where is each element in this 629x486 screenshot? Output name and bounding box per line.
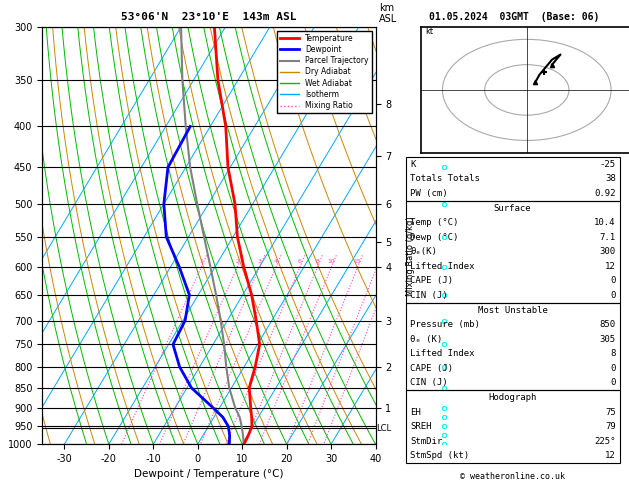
Text: Hodograph: Hodograph <box>489 393 537 402</box>
Text: 8: 8 <box>316 259 320 264</box>
Text: θₑ (K): θₑ (K) <box>410 335 442 344</box>
Text: SREH: SREH <box>410 422 431 431</box>
Text: Most Unstable: Most Unstable <box>477 306 548 314</box>
Text: 38: 38 <box>605 174 616 183</box>
Text: Mixing Ratio (g/kg): Mixing Ratio (g/kg) <box>406 217 415 296</box>
X-axis label: Dewpoint / Temperature (°C): Dewpoint / Temperature (°C) <box>134 469 284 480</box>
Text: km
ASL: km ASL <box>379 3 397 24</box>
Text: Lifted Index: Lifted Index <box>410 262 475 271</box>
Text: Temp (°C): Temp (°C) <box>410 218 459 227</box>
Text: © weatheronline.co.uk: © weatheronline.co.uk <box>460 472 565 481</box>
Text: PW (cm): PW (cm) <box>410 189 448 198</box>
Text: 225°: 225° <box>594 437 616 446</box>
Text: Pressure (mb): Pressure (mb) <box>410 320 480 329</box>
Text: CAPE (J): CAPE (J) <box>410 364 453 373</box>
Text: 01.05.2024  03GMT  (Base: 06): 01.05.2024 03GMT (Base: 06) <box>429 12 599 22</box>
Text: 0: 0 <box>610 364 616 373</box>
Text: 6: 6 <box>298 259 302 264</box>
Text: 12: 12 <box>605 451 616 460</box>
Text: 0.92: 0.92 <box>594 189 616 198</box>
Text: 79: 79 <box>605 422 616 431</box>
Text: Totals Totals: Totals Totals <box>410 174 480 183</box>
Text: kt: kt <box>426 27 434 36</box>
Text: 15: 15 <box>353 259 362 264</box>
Legend: Temperature, Dewpoint, Parcel Trajectory, Dry Adiabat, Wet Adiabat, Isotherm, Mi: Temperature, Dewpoint, Parcel Trajectory… <box>277 31 372 113</box>
Text: 1: 1 <box>199 259 203 264</box>
Text: Lifted Index: Lifted Index <box>410 349 475 358</box>
Text: θₑ(K): θₑ(K) <box>410 247 437 256</box>
Text: StmSpd (kt): StmSpd (kt) <box>410 451 469 460</box>
Text: CIN (J): CIN (J) <box>410 379 448 387</box>
Text: 305: 305 <box>599 335 616 344</box>
Text: 0: 0 <box>610 379 616 387</box>
Text: 0: 0 <box>610 291 616 300</box>
Text: 7.1: 7.1 <box>599 233 616 242</box>
Text: 3: 3 <box>258 259 262 264</box>
Text: Surface: Surface <box>494 204 532 212</box>
Text: LCL: LCL <box>376 424 391 433</box>
Text: 53°06'N  23°10'E  143m ASL: 53°06'N 23°10'E 143m ASL <box>121 12 297 22</box>
Text: Dewp (°C): Dewp (°C) <box>410 233 459 242</box>
Text: 300: 300 <box>599 247 616 256</box>
Text: StmDir: StmDir <box>410 437 442 446</box>
Text: 2: 2 <box>235 259 239 264</box>
Text: 10.4: 10.4 <box>594 218 616 227</box>
Text: K: K <box>410 160 416 169</box>
Text: 8: 8 <box>610 349 616 358</box>
Text: 12: 12 <box>605 262 616 271</box>
Text: 850: 850 <box>599 320 616 329</box>
Text: 75: 75 <box>605 408 616 417</box>
Y-axis label: hPa: hPa <box>0 226 3 245</box>
Text: 0: 0 <box>610 277 616 285</box>
Text: -25: -25 <box>599 160 616 169</box>
Text: EH: EH <box>410 408 421 417</box>
Text: 4: 4 <box>274 259 278 264</box>
Text: 10: 10 <box>328 259 335 264</box>
Text: CIN (J): CIN (J) <box>410 291 448 300</box>
Text: CAPE (J): CAPE (J) <box>410 277 453 285</box>
